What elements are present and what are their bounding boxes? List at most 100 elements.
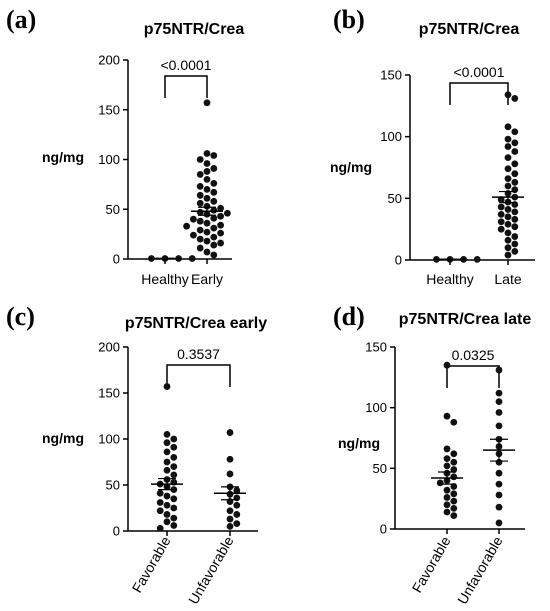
- x-tick-label: Unfavorable: [454, 533, 506, 607]
- data-point: [203, 99, 211, 107]
- y-axis-label: ng/mg: [42, 149, 84, 165]
- chart-panel-2: (b) p75NTR/Crea ng/mg 0 50 100 150 Healthy Late <…: [330, 5, 535, 287]
- data-point: [450, 483, 458, 490]
- data-point: [163, 511, 171, 518]
- data-point: [210, 241, 218, 249]
- data-point: [196, 156, 204, 163]
- y-tick-label: 100: [380, 129, 402, 144]
- data-point: [511, 128, 519, 136]
- data-point: [196, 199, 204, 207]
- data-point: [170, 435, 178, 443]
- data-point: [233, 501, 241, 509]
- data-point: [504, 135, 512, 143]
- data-point: [210, 206, 218, 214]
- data-point: [504, 154, 512, 162]
- chart-title: p75NTR/Crea: [419, 21, 520, 38]
- data-point: [226, 429, 234, 436]
- y-tick-label: 150: [98, 102, 120, 117]
- data-point: [495, 389, 503, 397]
- data-point: [450, 473, 458, 481]
- comparison-bracket: [164, 75, 208, 98]
- data-point: [196, 226, 204, 234]
- data-point: [233, 520, 241, 528]
- data-point: [443, 486, 451, 494]
- data-point: [217, 239, 225, 247]
- data-point: [203, 248, 211, 256]
- data-point: [196, 244, 204, 252]
- data-point: [504, 213, 512, 221]
- data-point: [210, 197, 218, 205]
- chart-panel-1: (a) p75NTR/Crea ng/mg 0 50 100 150 200 Healthy Ea…: [6, 5, 244, 287]
- data-point: [497, 196, 505, 203]
- data-point: [450, 466, 458, 473]
- p-value-label: <0.0001: [454, 64, 505, 80]
- data-point: [210, 179, 218, 187]
- data-point: [450, 450, 458, 458]
- data-point: [217, 229, 225, 237]
- data-point: [504, 143, 512, 150]
- panel-letter: (c): [6, 302, 35, 331]
- chart-title: p75NTR/Crea late: [399, 311, 532, 328]
- data-point: [511, 160, 519, 168]
- data-point: [504, 244, 512, 252]
- data-point: [233, 511, 241, 518]
- y-tick-label: 150: [380, 68, 402, 83]
- data-point: [156, 489, 164, 497]
- y-axis-label: ng/mg: [330, 159, 372, 175]
- data-point: [511, 139, 519, 147]
- data-point: [226, 507, 234, 515]
- data-point: [450, 504, 458, 512]
- y-tick-label: 200: [98, 53, 120, 68]
- data-point: [504, 220, 512, 228]
- data-point: [495, 469, 503, 477]
- data-point: [163, 458, 171, 466]
- data-point: [511, 233, 519, 240]
- data-point: [196, 235, 204, 243]
- x-tick-label: Favorable: [129, 533, 174, 595]
- data-point: [511, 247, 519, 255]
- x-tick-label: Early: [191, 271, 223, 287]
- data-point: [226, 515, 234, 523]
- y-tick-label: 50: [106, 202, 120, 217]
- data-point: [163, 439, 171, 447]
- data-point: [170, 463, 178, 470]
- data-point: [156, 524, 164, 532]
- data-point: [443, 455, 451, 463]
- data-point: [511, 208, 519, 216]
- data-point: [217, 221, 225, 229]
- data-point: [495, 409, 503, 416]
- data-point: [170, 454, 178, 461]
- chart-title: p75NTR/Crea: [144, 21, 245, 38]
- data-point: [156, 507, 164, 515]
- data-point: [495, 480, 503, 488]
- data-point: [504, 206, 512, 213]
- y-tick-label: 50: [388, 191, 402, 206]
- data-point: [163, 518, 171, 526]
- data-point: [511, 170, 519, 178]
- data-point: [170, 522, 178, 529]
- data-point: [163, 448, 171, 456]
- data-point: [504, 229, 512, 237]
- data-point: [210, 165, 218, 172]
- y-axis-label: ng/mg: [42, 430, 84, 446]
- data-point: [226, 470, 234, 478]
- data-point: [443, 462, 451, 470]
- data-point: [196, 208, 204, 216]
- data-point: [450, 512, 458, 520]
- data-point: [190, 231, 197, 239]
- data-point: [497, 210, 505, 218]
- data-point: [497, 218, 505, 226]
- y-tick-label: 50: [106, 478, 120, 493]
- p-value-label: 0.0325: [452, 347, 495, 363]
- data-point: [226, 455, 234, 463]
- data-point: [443, 412, 451, 420]
- data-point: [196, 182, 204, 190]
- data-point: [210, 233, 218, 241]
- data-point: [196, 171, 204, 178]
- data-point: [233, 487, 241, 494]
- data-point: [170, 495, 178, 503]
- y-tick-label: 100: [365, 400, 387, 415]
- data-point: [217, 212, 225, 220]
- data-point: [163, 383, 171, 390]
- data-point: [504, 182, 512, 190]
